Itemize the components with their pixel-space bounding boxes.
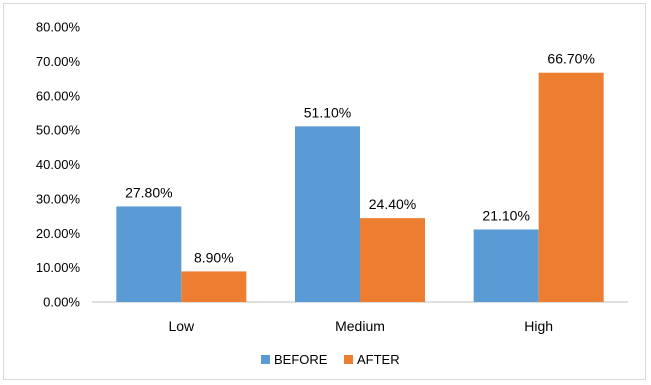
- category-label: Medium: [335, 318, 385, 334]
- data-label: 27.80%: [125, 184, 172, 200]
- bar-before-medium: [295, 126, 360, 302]
- y-tick-label: 30.00%: [36, 191, 81, 206]
- y-axis-tick-labels: 0.00% 10.00% 20.00% 30.00% 40.00% 50.00% 60.00…: [36, 20, 81, 310]
- y-tick-label: 80.00%: [36, 20, 81, 35]
- data-label: 21.10%: [482, 207, 529, 223]
- bar-after-high: [538, 72, 604, 302]
- y-tick-label: 40.00%: [36, 157, 81, 172]
- legend-swatch-before: [261, 355, 270, 364]
- data-label: 51.10%: [304, 104, 351, 120]
- data-label: 66.70%: [547, 51, 594, 67]
- y-tick-label: 0.00%: [43, 295, 80, 310]
- y-tick-label: 50.00%: [36, 123, 81, 138]
- category-label: High: [524, 318, 553, 334]
- y-tick-label: 20.00%: [36, 226, 81, 241]
- data-labels: 27.80% 8.90% 51.10% 24.40% 21.10% 66.70%: [125, 51, 595, 266]
- category-labels: Low Medium High: [168, 318, 553, 334]
- category-label: Low: [168, 318, 195, 334]
- data-label: 24.40%: [369, 196, 416, 212]
- legend-swatch-after: [344, 355, 353, 364]
- bar-before-low: [116, 206, 182, 302]
- legend: BEFORE AFTER: [261, 352, 400, 367]
- bar-after-low: [181, 271, 247, 302]
- y-tick-label: 60.00%: [36, 88, 81, 103]
- bar-after-medium: [360, 218, 425, 302]
- y-tick-label: 10.00%: [36, 260, 81, 275]
- bar-before-high: [473, 229, 539, 302]
- bars: [116, 72, 604, 302]
- data-label: 8.90%: [194, 249, 234, 265]
- legend-label-after: AFTER: [357, 352, 400, 367]
- legend-label-before: BEFORE: [274, 352, 328, 367]
- y-tick-label: 70.00%: [36, 54, 81, 69]
